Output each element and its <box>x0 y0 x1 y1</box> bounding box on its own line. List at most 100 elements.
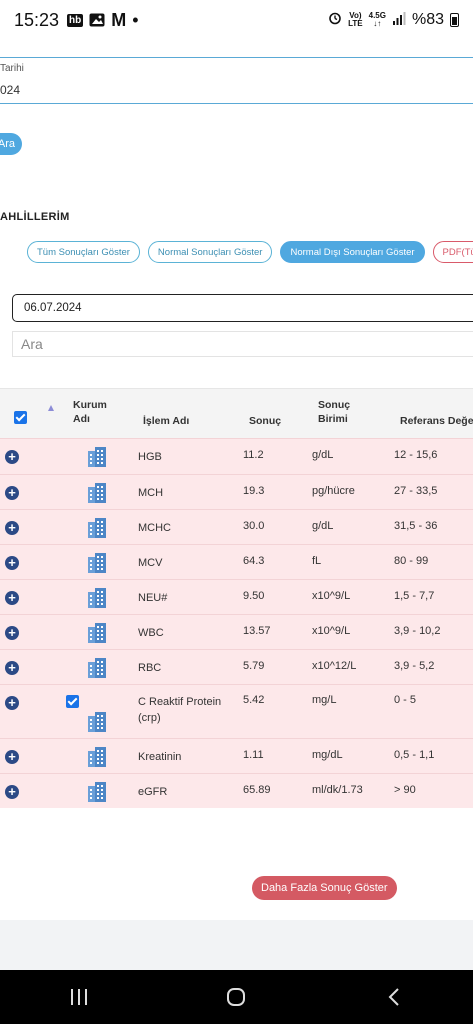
expand-row-button[interactable]: + <box>5 450 19 464</box>
select-all-checkbox[interactable] <box>14 411 27 424</box>
back-icon <box>388 988 399 1006</box>
show-more-results-button[interactable]: Daha Fazla Sonuç Göster <box>252 876 397 900</box>
hospital-building-icon <box>86 517 108 539</box>
reference-range: 1,5 - 7,7 <box>394 590 435 602</box>
pdf-button[interactable]: PDF(Türkçe <box>432 241 473 263</box>
test-name: MCV <box>138 557 163 569</box>
test-result: 9.50 <box>243 590 265 602</box>
hospital-building-icon <box>86 711 108 733</box>
sort-icon[interactable] <box>48 405 54 411</box>
test-result: 65.89 <box>243 784 271 796</box>
table-row[interactable]: + NEU# 9.50 x10^9/L 1,5 - 7,7 <box>0 579 473 614</box>
expand-row-button[interactable]: + <box>5 696 19 710</box>
reference-range: 0,5 - 1,1 <box>394 749 435 761</box>
table-row[interactable]: + C Reaktif Protein (crp) 5.42 mg/L 0 - 5 <box>0 684 473 738</box>
test-name: Kreatinin <box>138 751 182 763</box>
test-result: 1.11 <box>243 749 264 761</box>
status-bar: 15:23 hb M • Vo) LTE 4.5G ↓↑ %83 <box>0 0 473 40</box>
reference-range: 12 - 15,6 <box>394 449 438 461</box>
test-name: MCHC <box>138 522 171 534</box>
filter-buttons: Tüm Sonuçları Göster Normal Sonuçları Gö… <box>27 241 473 263</box>
header-islem-adi[interactable]: İşlem Adı <box>143 415 190 427</box>
reference-range: > 90 <box>394 784 416 796</box>
test-unit: mg/L <box>312 694 337 706</box>
expand-row-button[interactable]: + <box>5 591 19 605</box>
test-result: 13.57 <box>243 625 271 637</box>
expand-row-button[interactable]: + <box>5 750 19 764</box>
test-result: 30.0 <box>243 520 265 532</box>
test-result: 5.42 <box>243 694 265 706</box>
table-header: Kurum Adı İşlem Adı Sonuç Sonuç Birimi R… <box>0 388 473 438</box>
date-label: Tarihi <box>0 63 24 74</box>
header-referans[interactable]: Referans Değe <box>400 415 473 427</box>
recents-button[interactable] <box>49 977 109 1017</box>
hospital-building-icon <box>86 622 108 644</box>
test-name: WBC <box>138 627 164 639</box>
filter-all-button[interactable]: Tüm Sonuçları Göster <box>27 241 140 263</box>
test-name: eGFR <box>138 786 168 798</box>
test-result: 19.3 <box>243 485 265 497</box>
table-row[interactable]: + Kreatinin 1.11 mg/dL 0,5 - 1,1 <box>0 738 473 773</box>
date-filter-input[interactable]: 06.07.2024 <box>12 294 473 322</box>
table-body: + HGB 11.2 g/dL 12 - 15,6 + MCH 19.3 pg/hücre 27 … <box>0 438 473 808</box>
system-nav-bar <box>0 970 473 1024</box>
table-row[interactable]: + RBC 5.79 x10^12/L 3,9 - 5,2 <box>0 649 473 684</box>
alarm-icon <box>328 11 342 30</box>
reference-range: 3,9 - 10,2 <box>394 625 441 637</box>
header-kurum-adi[interactable]: Kurum Adı <box>73 399 107 425</box>
gmail-icon: M <box>111 9 127 30</box>
test-unit: fL <box>312 555 322 567</box>
hospital-building-icon <box>86 746 108 768</box>
table-row[interactable]: + HGB 11.2 g/dL 12 - 15,6 <box>0 438 473 474</box>
date-value: 024 <box>0 83 21 97</box>
reference-range: 0 - 5 <box>394 694 417 706</box>
filter-abnormal-button[interactable]: Normal Dışı Sonuçları Göster <box>280 241 425 263</box>
table-row[interactable]: + MCV 64.3 fL 80 - 99 <box>0 544 473 579</box>
reference-range: 3,9 - 5,2 <box>394 660 435 672</box>
test-name: NEU# <box>138 592 168 604</box>
expand-row-button[interactable]: + <box>5 486 19 500</box>
test-unit: x10^9/L <box>312 625 351 637</box>
expand-row-button[interactable]: + <box>5 785 19 799</box>
reference-range: 27 - 33,5 <box>394 485 438 497</box>
results-table: Kurum Adı İşlem Adı Sonuç Sonuç Birimi R… <box>0 388 473 808</box>
search-button[interactable]: Ara <box>0 133 22 155</box>
hospital-building-icon <box>86 657 108 679</box>
reference-range: 31,5 - 36 <box>394 520 438 532</box>
expand-row-button[interactable]: + <box>5 661 19 675</box>
test-unit: x10^12/L <box>312 660 357 672</box>
table-row[interactable]: + WBC 13.57 x10^9/L 3,9 - 10,2 <box>0 614 473 649</box>
battery-percent: %83 <box>411 11 444 28</box>
battery-icon <box>450 13 459 27</box>
expand-row-button[interactable]: + <box>5 556 19 570</box>
table-row[interactable]: + MCHC 30.0 g/dL 31,5 - 36 <box>0 509 473 544</box>
home-button[interactable] <box>206 977 266 1017</box>
table-row[interactable]: + eGFR 65.89 ml/dk/1.73 > 90 <box>0 773 473 808</box>
expand-row-button[interactable]: + <box>5 521 19 535</box>
header-sonuc-birimi[interactable]: Sonuç Birimi <box>318 399 351 425</box>
header-sonuc[interactable]: Sonuç <box>249 415 282 427</box>
gallery-icon <box>89 13 105 27</box>
test-name: MCH <box>138 487 164 499</box>
test-result: 5.79 <box>243 660 265 672</box>
status-time: 15:23 <box>14 9 60 30</box>
test-result: 64.3 <box>243 555 265 567</box>
date-input-field[interactable]: 024 <box>0 76 473 104</box>
expand-row-button[interactable]: + <box>5 626 19 640</box>
notification-dot: • <box>132 9 139 30</box>
back-button[interactable] <box>364 977 424 1017</box>
filter-normal-button[interactable]: Normal Sonuçları Göster <box>147 241 273 263</box>
table-row[interactable]: + MCH 19.3 pg/hücre 27 - 33,5 <box>0 474 473 509</box>
table-search-input[interactable]: Ara <box>12 331 473 357</box>
test-unit: x10^9/L <box>312 590 351 602</box>
test-name: HGB <box>138 451 162 463</box>
top-input-field[interactable] <box>0 40 473 58</box>
section-title: AHLİLLERİM <box>0 211 70 223</box>
home-icon <box>227 988 246 1006</box>
test-unit: mg/dL <box>312 749 343 761</box>
row-checkbox[interactable] <box>66 695 79 708</box>
hospital-building-icon <box>86 552 108 574</box>
test-unit: ml/dk/1.73 <box>312 784 363 796</box>
volte-indicator: Vo) LTE <box>348 11 363 28</box>
recents-icon <box>70 989 87 1005</box>
